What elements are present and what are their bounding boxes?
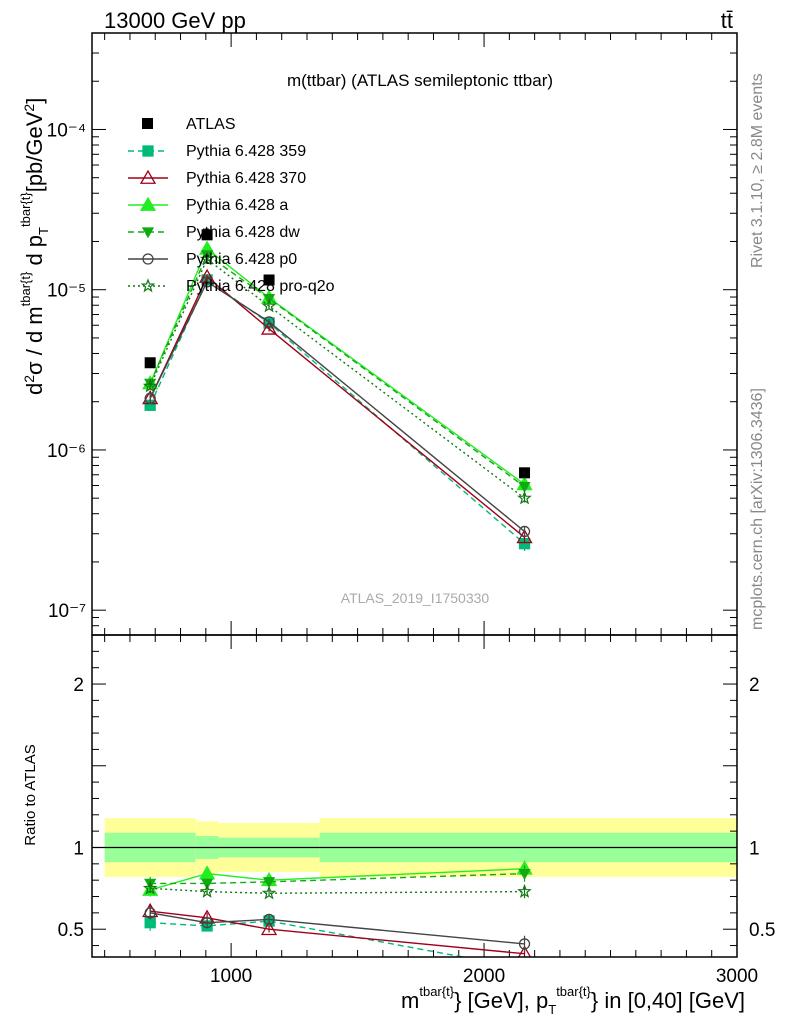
main-ylabel-text: d2σ / d mtbar{t} d pTtbar{t}[pb/GeV2]	[18, 98, 51, 395]
marker-triangle-down	[518, 868, 531, 880]
marker-star	[261, 298, 277, 313]
ratio-band	[92, 818, 737, 877]
legend-marker-reference	[142, 118, 153, 129]
ratio-y-tick-label: 0.5	[58, 920, 84, 941]
marker-star	[199, 251, 215, 266]
main-series	[142, 229, 533, 552]
ratio-series-line	[150, 912, 525, 945]
rivet-label: Rivet 3.1.10, ≥ 2.8M events	[749, 73, 766, 268]
header-left: 13000 GeV pp	[104, 8, 246, 33]
legend-label: ATLAS	[186, 116, 236, 133]
y-tick-label: 10⁻⁵	[47, 281, 86, 302]
marker-star	[261, 885, 277, 900]
marker-circle	[201, 276, 213, 288]
ratio-ylabel: Ratio to ATLAS	[22, 744, 39, 845]
ratio-series-line	[150, 910, 525, 955]
marker-circle	[201, 917, 213, 929]
watermark: ATLAS_2019_I1750330	[341, 590, 490, 606]
marker-star	[140, 278, 156, 293]
series-line	[149, 258, 525, 499]
legend-label: Pythia 6.428 359	[186, 143, 306, 160]
marker-triangle-down	[518, 482, 531, 493]
marker-triangle-down	[200, 250, 214, 262]
marker-circle	[263, 913, 275, 926]
marker-triangle	[517, 945, 532, 957]
ratio-panel: 1000 2000 3000 0.5 0.5 1 1 2 2	[58, 634, 775, 987]
marker-circle	[263, 316, 275, 328]
marker-triangle	[516, 528, 533, 544]
ratio-axis-ticks: 1000 2000 3000 0.5 0.5 1 1 2 2	[58, 635, 775, 987]
marker-triangle	[260, 320, 278, 335]
y-tick-label: 10⁻⁶	[47, 441, 86, 462]
legend-label: Pythia 6.428 370	[186, 170, 306, 187]
legend-label: Pythia 6.428 pro-q2o	[186, 278, 335, 295]
legend-label: Pythia 6.428 dw	[186, 224, 300, 241]
series-line	[149, 247, 525, 485]
mcplots-label: mcplots.cern.ch [arXiv:1306.3436]	[749, 388, 766, 630]
marker-circle	[144, 392, 156, 404]
marker-triangle	[260, 920, 278, 936]
reference-point	[201, 229, 213, 241]
series-line	[149, 278, 525, 545]
main-panel: 10⁻⁷ 10⁻⁶ 10⁻⁵ 10⁻⁴ m(ttbar) (ATLAS semilep…	[47, 32, 738, 636]
ratio-y-tick-label: 1	[73, 838, 84, 859]
marker-square	[142, 145, 154, 157]
header-right: tt̄	[721, 8, 733, 33]
series-line	[149, 280, 525, 532]
legend: ATLAS Pythia 6.428 359 Pythia 6.428 370 Pyt…	[128, 116, 335, 295]
ratio-y-tick-label: 2	[73, 675, 84, 696]
chart-title: m(ttbar) (ATLAS semileptonic ttbar)	[287, 71, 553, 90]
legend-label: Pythia 6.428 a	[186, 197, 288, 214]
marker-triangle-down	[262, 877, 276, 889]
ratio-y-tick-label-right: 1	[749, 838, 760, 859]
ratio-frame	[91, 634, 738, 958]
marker-circle	[518, 938, 531, 950]
marker-circle	[142, 253, 154, 265]
ratio-series	[142, 860, 533, 973]
x-axis-label: mtbar{t}} [GeV], pTtbar{t}} in [0,40] [G…	[401, 984, 745, 1017]
series-line	[149, 253, 525, 488]
y-tick-label: 10⁻⁷	[48, 601, 86, 622]
marker-triangle	[139, 169, 157, 184]
x-tick-label: 2000	[463, 966, 505, 987]
y-tick-label: 10⁻⁴	[47, 120, 86, 141]
reference-point	[144, 357, 156, 369]
marker-circle	[518, 525, 531, 538]
marker-star	[142, 880, 158, 895]
marker-triangle	[139, 196, 157, 211]
marker-circle	[144, 907, 156, 919]
ratio-y-tick-label-right: 2	[749, 675, 760, 696]
main-axis-ticks: 10⁻⁷ 10⁻⁶ 10⁻⁵ 10⁻⁴	[47, 32, 738, 636]
marker-star	[517, 883, 532, 898]
legend-label: Pythia 6.428 p0	[186, 251, 297, 268]
series-line	[149, 275, 525, 538]
marker-star	[517, 490, 532, 505]
marker-square	[520, 963, 530, 973]
marker-triangle-down	[141, 227, 155, 239]
ratio-series-line	[150, 887, 525, 894]
marker-star	[142, 378, 158, 393]
marker-star	[199, 883, 215, 898]
ratio-y-tick-label-right: 0.5	[749, 920, 775, 941]
main-ylabel: d2σ / d mtbar{t} d pTtbar{t}[pb/GeV2]	[18, 98, 51, 395]
x-tick-label: 1000	[210, 966, 252, 987]
reference-point	[263, 274, 275, 286]
ratio-series-line	[149, 868, 525, 891]
reference-point	[519, 467, 531, 479]
x-tick-label: 3000	[716, 966, 758, 987]
